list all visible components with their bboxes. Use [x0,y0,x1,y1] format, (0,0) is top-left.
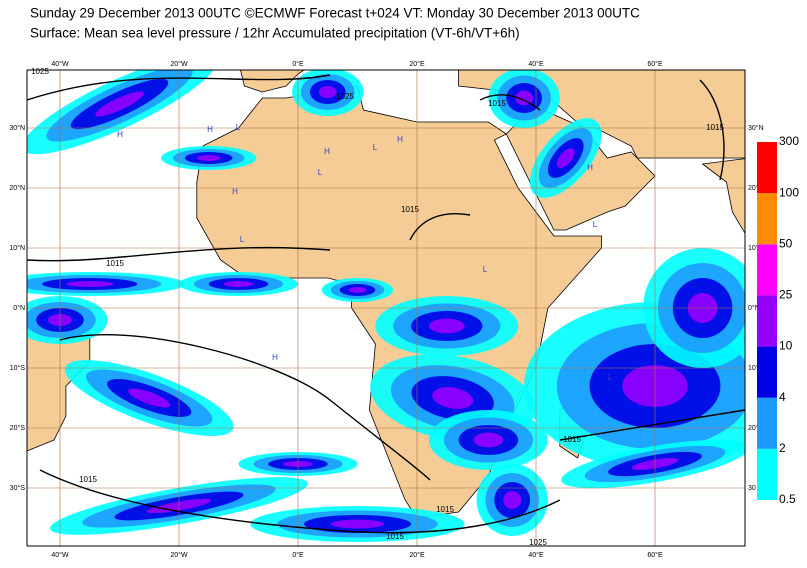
lat-label-left: 10°S [10,364,26,372]
lon-label-bottom: 20°E [409,551,425,559]
isobar-label: 1025 [31,67,49,76]
isobar-label: 1015 [79,475,97,484]
pressure-center: H [272,353,278,362]
lat-label-right: 10°N [748,244,764,252]
colorbar-label: 2 [779,441,786,455]
pressure-center: H [324,147,330,156]
precip-area [432,387,474,409]
lat-label-left: 30°S [10,484,26,492]
colorbar-label: 50 [779,236,793,250]
precip-area [65,281,114,287]
pressure-center: L [240,235,245,244]
title-line: Sunday 29 December 2013 00UTC ©ECMWF For… [30,6,640,21]
precip-area [428,318,465,334]
precip-area [473,432,504,448]
lon-label-bottom: 0°E [292,551,304,559]
lat-label-left: 20°S [10,424,26,432]
isobar-label: 1015 [706,123,724,132]
lat-label-right: 30°N [748,124,764,132]
isobar [39,469,561,534]
isobar [479,94,541,111]
lat-label-left: 10°N [9,244,25,252]
precip-area [318,86,337,98]
lon-label-top: 20°E [409,60,425,68]
colorbar-label: 25 [779,288,793,302]
colorbar-segment [757,142,777,194]
precip-area [196,155,221,161]
lon-label-top: 20°W [170,60,188,68]
pressure-center: L [593,220,598,229]
lat-label-right: 20°S [748,424,764,432]
isobar [699,79,725,181]
isobar-label: 1015 [386,532,404,541]
precip-area [128,388,171,408]
isobar-label: 1015 [436,505,454,514]
pressure-center: L [236,123,241,132]
lat-label-left: 30°N [9,124,25,132]
lon-label-top: 40°E [528,60,544,68]
pressure-center: L [318,168,323,177]
precip-area [223,281,254,287]
pressure-center: H [117,130,123,139]
colorbar-label: 100 [779,185,799,199]
lon-label-bottom: 60°E [647,551,663,559]
colorbar-label: 4 [779,390,786,404]
precip-area [515,90,534,106]
isobar [409,213,471,241]
lat-label-right: 10°S [748,364,764,372]
land-mass [240,70,305,93]
colorbar-label: 10 [779,339,793,353]
colorbar-segment [757,244,777,296]
isobar-label: 1015 [401,205,419,214]
pressure-center: H [397,135,403,144]
isobar-label: 1015 [488,99,506,108]
precip-area [95,91,144,117]
pressure-center: L [373,143,378,152]
pressure-center: L [483,265,488,274]
land-mass [701,158,745,235]
pressure-center: H [207,125,213,134]
precip-area [330,519,385,529]
isobar [27,246,331,262]
pressure-center: H [232,187,238,196]
lon-label-bottom: 40°E [528,551,544,559]
lat-label-right: 30 [748,485,756,492]
lat-label-right: 20°N [748,184,764,192]
lat-label-right: 0°N [748,304,760,312]
lat-label-left: 20°N [9,184,25,192]
colorbar-segment [757,448,777,500]
lon-label-top: 40°W [51,60,69,68]
colorbar-segment [757,193,777,245]
precip-area [556,148,575,168]
isobar-label: 1015 [106,259,124,268]
lon-label-top: 0°E [292,60,304,68]
colorbar-label: 0.5 [779,492,796,506]
isobar-label: 1025 [529,538,547,547]
precip-area [503,491,522,509]
colorbar-label: 300 [779,134,799,148]
precip-area [348,287,367,293]
colorbar-segment [757,397,777,449]
pressure-center: H [587,163,593,172]
lon-label-top: 60°E [647,60,663,68]
isobars [27,74,745,534]
lon-label-bottom: 40°W [51,551,69,559]
colorbar-segment [757,346,777,398]
isobar-label: 1015 [563,435,581,444]
graticule [27,70,745,546]
lon-label-bottom: 20°W [170,551,188,559]
lat-label-left: 0°N [13,304,25,312]
isobar [27,74,331,101]
isobar [559,409,745,441]
subtitle-line: Surface: Mean sea level pressure / 12hr … [30,26,520,41]
isobar-label: 1025 [336,92,354,101]
colorbar-segment [757,295,777,347]
map-border [26,69,746,547]
pressure-center: L [608,373,613,382]
isobar [59,334,431,481]
